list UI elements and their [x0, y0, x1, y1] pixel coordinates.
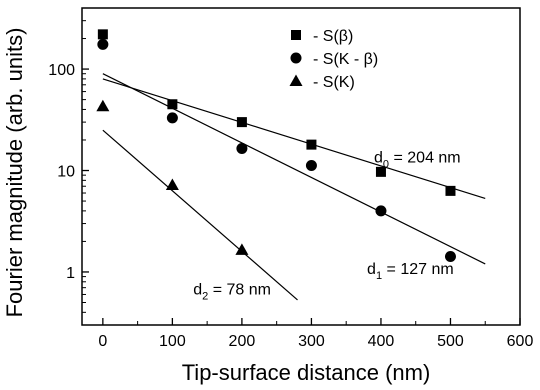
x-tick-label: 600 — [507, 333, 534, 350]
plot-border — [81, 7, 521, 326]
y-tick-label: 10 — [57, 164, 75, 181]
fit-line-0 — [102, 78, 486, 200]
y-axis-title: Fourier magnitude (arb. units) — [2, 28, 27, 318]
axis-ticks — [82, 20, 521, 326]
data-point — [306, 139, 317, 150]
x-tick-label: 100 — [159, 333, 186, 350]
data-point — [375, 166, 386, 177]
y-tick-label: 1 — [66, 265, 75, 282]
data-point — [236, 117, 247, 128]
data-point — [165, 178, 179, 190]
data-point — [97, 29, 108, 40]
data-point — [235, 243, 249, 255]
x-tick-label: 400 — [368, 333, 395, 350]
x-tick-label: 200 — [229, 333, 256, 350]
legend-entry: - S(β) — [313, 28, 353, 45]
legend-marker — [290, 52, 302, 64]
x-tick-label: 0 — [98, 333, 107, 350]
fit-line-2 — [102, 129, 298, 301]
data-point — [97, 38, 109, 50]
data-point — [236, 142, 248, 154]
legend-marker — [291, 30, 301, 40]
decay-length-label: d0 = 204 nm — [374, 149, 461, 170]
fit-lines — [102, 73, 486, 301]
legend-entry: - S(K) — [313, 74, 355, 91]
y-tick-label: 100 — [48, 62, 75, 79]
data-point — [445, 185, 456, 196]
plot-frame — [81, 7, 521, 326]
fit-line-1 — [102, 73, 486, 265]
decay-length-label: d1 = 127 nm — [367, 261, 454, 282]
tick-labels: 0 100 200 300 400 500 600 1 10 100 — [48, 62, 533, 350]
data-point — [166, 112, 178, 124]
data-point — [305, 160, 317, 172]
x-tick-label: 500 — [437, 333, 464, 350]
data-point — [444, 251, 456, 263]
legend-marker — [289, 74, 303, 86]
data-point — [167, 99, 178, 110]
legend: - S(β) - S(K - β) - S(K) — [289, 28, 378, 91]
data-markers — [96, 29, 456, 263]
x-axis-title: Tip-surface distance (nm) — [182, 360, 431, 385]
annotations: d0 = 204 nm d1 = 127 nm d2 = 78 nm — [193, 149, 460, 302]
data-point — [96, 99, 110, 112]
legend-entry: - S(K - β) — [313, 51, 378, 68]
x-tick-label: 300 — [298, 333, 325, 350]
data-point — [375, 205, 387, 217]
decay-length-label: d2 = 78 nm — [193, 281, 271, 302]
